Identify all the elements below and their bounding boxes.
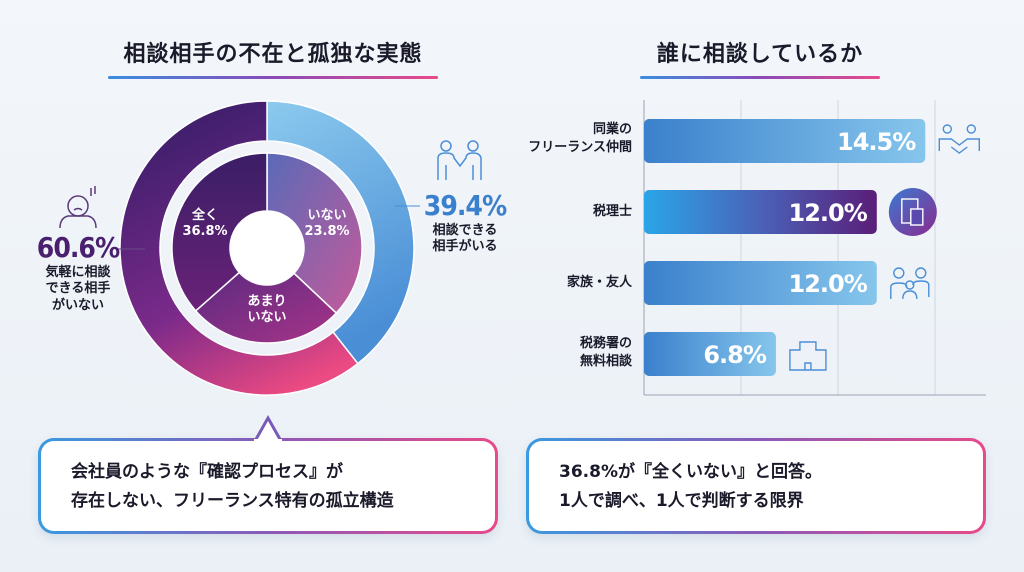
inner-mattaku-text: 全く bbox=[191, 208, 218, 223]
label-yes-2: 相手がいる bbox=[432, 239, 498, 255]
cat-line: 無料相談 bbox=[579, 353, 632, 369]
inner-mattaku-pct: 36.8% bbox=[182, 224, 228, 240]
bar-category-tax-accountant: 税理士 bbox=[512, 203, 632, 221]
outer-label-no: 60.6% 気軽に相談 できる相手 がいない bbox=[28, 230, 128, 314]
tax-calculator-icon bbox=[888, 188, 937, 236]
box-right-line2: 1人で調べ、1人で判断する限界 bbox=[559, 490, 804, 511]
bar-category-peers: 同業のフリーランス仲間 bbox=[512, 121, 632, 156]
outer-label-yes: 39.4% 相談できる 相手がいる bbox=[420, 188, 510, 256]
inner-label-mattaku: 全く 36.8% bbox=[170, 208, 240, 241]
bar bbox=[644, 261, 877, 305]
box-left-line2: 存在しない、フリーランス特有の孤立構造 bbox=[71, 490, 394, 511]
inner-amari-2: いない bbox=[247, 310, 287, 326]
outer-slice bbox=[266, 100, 415, 365]
bar-value-label: 6.8% bbox=[703, 341, 767, 369]
pct-yes: 39.4% bbox=[423, 189, 507, 222]
bar-value-label: 12.0% bbox=[789, 270, 868, 298]
cat-line: フリーランス仲間 bbox=[528, 139, 632, 155]
inner-label-inai: いない 23.8% bbox=[292, 208, 362, 241]
bar-value-label: 14.5% bbox=[837, 128, 916, 156]
two-people-icon bbox=[437, 140, 482, 180]
handshake-icon bbox=[938, 124, 980, 154]
insight-box-left: 会社員のような『確認プロセス』が 存在しない、フリーランス特有の孤立構造 bbox=[38, 438, 498, 534]
box-right-line1: 36.8%が『全くいない』と回答。 bbox=[559, 462, 822, 482]
inner-amari-1: あまり bbox=[247, 294, 287, 309]
insight-box-right: 36.8%が『全くいない』と回答。 1人で調べ、1人で判断する限界 bbox=[526, 438, 986, 534]
label-no-2: できる相手 bbox=[45, 281, 111, 297]
inner-label-amari: あまり いない bbox=[232, 294, 302, 327]
svg-text:?: ? bbox=[911, 447, 920, 466]
pct-no: 60.6% bbox=[36, 231, 120, 264]
label-yes-1: 相談できる bbox=[432, 223, 498, 238]
bar-category-tax-office: 税務署の 無料相談 bbox=[512, 335, 632, 370]
label-no-3: がいない bbox=[51, 297, 104, 313]
cat-line: 同業の bbox=[592, 122, 632, 137]
bar bbox=[644, 119, 926, 163]
bar bbox=[644, 332, 776, 376]
bar-category-family: 家族・友人 bbox=[512, 274, 632, 292]
right-title: 誰に相談しているか bbox=[640, 36, 880, 79]
office-building-icon bbox=[789, 341, 827, 371]
label-no-1: 気軽に相談 bbox=[45, 265, 111, 280]
bar bbox=[644, 190, 877, 234]
inner-inai-text: いない bbox=[307, 208, 347, 223]
lonely-person-icon bbox=[59, 186, 97, 229]
cat-line: 税務署の bbox=[579, 336, 632, 351]
cat-line: 税理士 bbox=[592, 204, 632, 219]
donut-hole bbox=[230, 211, 304, 285]
family-icon bbox=[890, 267, 930, 300]
cat-line: 家族・友人 bbox=[566, 275, 632, 290]
left-title: 相談相手の不在と孤独な実態 bbox=[108, 36, 438, 79]
box-left-line1: 会社員のような『確認プロセス』が bbox=[71, 462, 343, 482]
bar-value-label: 12.0% bbox=[789, 199, 868, 227]
outer-slice bbox=[119, 100, 359, 396]
inner-inai-pct: 23.8% bbox=[304, 224, 350, 240]
